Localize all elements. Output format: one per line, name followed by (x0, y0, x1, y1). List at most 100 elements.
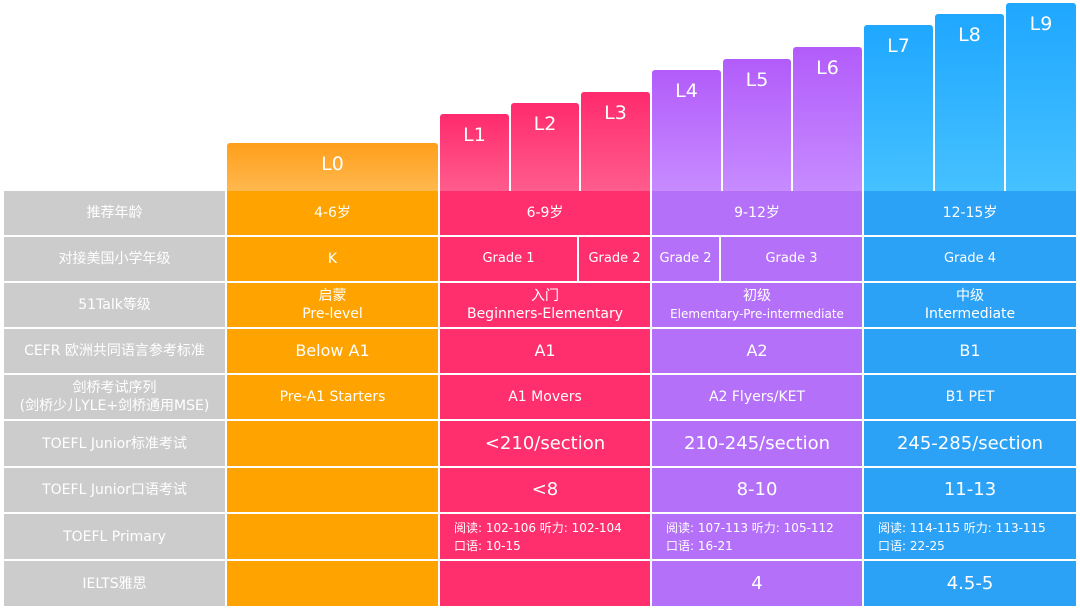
cefr-cell-l7-l9: B1 (864, 329, 1076, 373)
level-tab-l3: L3 (581, 92, 650, 191)
row-header-toefl-junior-speaking: TOEFL Junior口语考试 (4, 468, 225, 512)
row-header-age: 推荐年龄 (4, 191, 225, 235)
toefl-primary-cell-l1-l3: 阅读: 102-106 听力: 102-104 口语: 10-15 (440, 514, 650, 559)
cambridge-cell-l7-l9: B1 PET (864, 375, 1076, 419)
age-cell-l7-l9: 12-15岁 (864, 191, 1076, 235)
ielts-cell-l7-l9: 4.5-5 (864, 561, 1076, 606)
score-line-1: 阅读: 114-115 听力: 113-115 (878, 520, 1046, 535)
level-tab-l6: L6 (793, 47, 862, 191)
score-line-2: 口语: 10-15 (454, 538, 521, 553)
age-cell-l1-l3: 6-9岁 (440, 191, 650, 235)
row-header-label: TOEFL Primary (63, 528, 166, 545)
level-name-en: Beginners-Elementary (466, 306, 624, 322)
cell-text: A2 Flyers/KET (708, 389, 806, 405)
cell-text: 11-13 (943, 479, 997, 500)
row-header-cambridge: 剑桥考试序列 (剑桥少儿YLE+剑桥通用MSE) (4, 375, 225, 419)
ielts-cell-l4-l6: 4 (652, 561, 862, 606)
toefl-speaking-cell-l4-l6: 8-10 (652, 468, 862, 512)
level-name-en: Pre-level (302, 306, 363, 322)
cell-text: 245-285/section (896, 432, 1044, 454)
toefl-junior-cell-l1-l3: <210/section (440, 421, 650, 466)
row-header-label: CEFR 欧洲共同语言参考标准 (24, 343, 205, 359)
cefr-cell-l4-l6: A2 (652, 329, 862, 373)
talk51-cell-l4-l6: 初级 Elementary-Pre-intermediate (652, 283, 862, 327)
cell-text: 8-10 (736, 479, 778, 500)
level-tab-l9: L9 (1006, 3, 1076, 191)
cell-text: 9-12岁 (734, 205, 780, 221)
level-label: L9 (1029, 13, 1053, 35)
toefl-junior-cell-l4-l6: 210-245/section (652, 421, 862, 466)
cell-text: <8 (531, 479, 559, 500)
level-tab-l2: L2 (511, 103, 579, 191)
level-name-cn: 中级 (956, 288, 984, 304)
row-header-label: 对接美国小学年级 (58, 251, 171, 267)
us-grade-cell-grade2-b: Grade 2 (652, 237, 719, 281)
row-header-51talk: 51Talk等级 (4, 283, 225, 327)
row-header-us-grade: 对接美国小学年级 (4, 237, 225, 281)
cell-text: 210-245/section (683, 432, 831, 454)
cell-text: A2 (746, 341, 768, 360)
row-header-label: 51Talk等级 (78, 297, 151, 313)
level-tab-l5: L5 (723, 59, 791, 191)
row-header-cefr: CEFR 欧洲共同语言参考标准 (4, 329, 225, 373)
cell-text: Grade 3 (765, 251, 818, 266)
cell-text: 12-15岁 (942, 205, 998, 221)
level-name-en: Intermediate (924, 306, 1016, 322)
cell-text: 6-9岁 (526, 205, 564, 221)
row-header-toefl-primary: TOEFL Primary (4, 514, 225, 559)
level-label: L8 (958, 24, 981, 46)
toefl-primary-cell-l0 (227, 514, 438, 559)
row-header-label: 推荐年龄 (86, 205, 143, 221)
level-label: L0 (321, 153, 344, 175)
row-header-label: TOEFL Junior口语考试 (42, 482, 187, 498)
level-name-cn: 启蒙 (318, 288, 347, 304)
cell-text: A1 Movers (508, 389, 582, 405)
talk51-cell-l0: 启蒙 Pre-level (227, 283, 438, 327)
cell-text: 4.5-5 (946, 572, 994, 594)
cell-text: <210/section (484, 432, 606, 454)
level-tab-l8: L8 (935, 14, 1004, 191)
us-grade-cell-l0: K (227, 237, 438, 281)
level-tab-l1: L1 (440, 114, 509, 191)
row-header-label: 剑桥考试序列 (72, 380, 157, 396)
cell-text: A1 (534, 341, 556, 360)
row-header-sublabel: (剑桥少儿YLE+剑桥通用MSE) (19, 398, 210, 414)
ielts-cell-l1-l3 (440, 561, 650, 606)
age-cell-l4-l6: 9-12岁 (652, 191, 862, 235)
row-header-label: IELTS雅思 (82, 575, 147, 592)
toefl-junior-cell-l7-l9: 245-285/section (864, 421, 1076, 466)
cambridge-cell-l0: Pre-A1 Starters (227, 375, 438, 419)
toefl-primary-cell-l7-l9: 阅读: 114-115 听力: 113-115 口语: 22-25 (864, 514, 1076, 559)
row-header-toefl-junior: TOEFL Junior标准考试 (4, 421, 225, 466)
age-cell-l0: 4-6岁 (227, 191, 438, 235)
cefr-cell-l0: Below A1 (227, 329, 438, 373)
score-line-1: 阅读: 102-106 听力: 102-104 (454, 520, 622, 535)
level-tab-l4: L4 (652, 70, 721, 191)
score-line-1: 阅读: 107-113 听力: 105-112 (666, 520, 834, 535)
level-name-cn: 初级 (743, 288, 771, 304)
level-label: L4 (675, 80, 698, 102)
toefl-speaking-cell-l7-l9: 11-13 (864, 468, 1076, 512)
us-grade-cell-grade3: Grade 3 (721, 237, 862, 281)
score-line-2: 口语: 22-25 (878, 538, 945, 553)
cell-text: B1 PET (945, 389, 995, 405)
us-grade-cell-grade4: Grade 4 (864, 237, 1076, 281)
toefl-junior-cell-l0 (227, 421, 438, 466)
level-label: L7 (887, 35, 910, 57)
row-header-label: TOEFL Junior标准考试 (42, 435, 187, 452)
level-label: L5 (745, 69, 769, 91)
talk51-cell-l7-l9: 中级 Intermediate (864, 283, 1076, 327)
level-tab-l0: L0 (227, 143, 438, 191)
cambridge-cell-l1-l3: A1 Movers (440, 375, 650, 419)
talk51-cell-l1-l3: 入门 Beginners-Elementary (440, 283, 650, 327)
score-line-2: 口语: 16-21 (666, 538, 733, 553)
cell-text: 4 (751, 572, 763, 594)
level-name-cn: 入门 (531, 288, 559, 304)
level-label: L2 (533, 113, 557, 135)
row-header-ielts: IELTS雅思 (4, 561, 225, 606)
cell-text: Grade 1 (482, 251, 535, 266)
toefl-speaking-cell-l0 (227, 468, 438, 512)
cell-text: K (327, 251, 338, 267)
cell-text: Below A1 (295, 341, 370, 360)
level-name-en: Elementary-Pre-intermediate (670, 307, 844, 321)
